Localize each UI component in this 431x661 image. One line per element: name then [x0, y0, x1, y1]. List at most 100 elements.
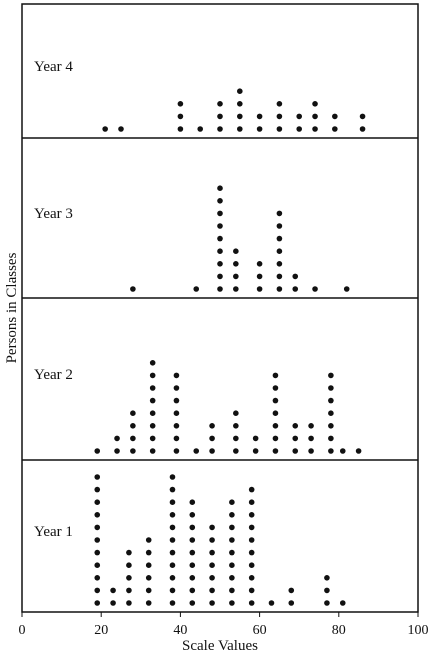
dot [272, 423, 279, 429]
dot [94, 499, 101, 506]
dot [217, 126, 223, 132]
dot [256, 113, 263, 120]
dot [189, 549, 196, 556]
dot [94, 537, 101, 543]
dot [114, 448, 120, 454]
dot [126, 575, 132, 581]
dot [149, 397, 156, 404]
dot [149, 435, 156, 442]
dot [149, 423, 156, 429]
dot [308, 423, 314, 429]
dot [229, 549, 235, 556]
dot [272, 397, 279, 404]
dot [189, 587, 196, 594]
dot [332, 126, 338, 132]
panel-label: Year 3 [34, 206, 73, 222]
dot [173, 410, 180, 417]
dot [252, 435, 259, 442]
dot [217, 198, 223, 204]
dot [324, 587, 330, 594]
dot [126, 562, 132, 568]
dot [130, 423, 136, 429]
dot [102, 126, 108, 132]
dot [237, 126, 243, 132]
dot [237, 113, 243, 120]
dot [169, 587, 176, 594]
dot [94, 549, 101, 556]
dot [94, 575, 101, 581]
dot [169, 537, 176, 543]
dot [94, 448, 101, 454]
dot [272, 448, 279, 454]
dot [328, 448, 334, 454]
dot [312, 126, 318, 132]
dot [169, 474, 176, 480]
y-axis-label: Persons in Classes [4, 252, 20, 363]
dot [145, 549, 152, 556]
dot [173, 397, 180, 404]
dot [130, 435, 136, 442]
dot [328, 385, 334, 391]
dot [169, 499, 176, 506]
x-tick-label: 80 [332, 623, 346, 638]
dot [233, 273, 239, 280]
x-tick-label: 60 [253, 623, 267, 638]
dot [177, 113, 184, 120]
dot [276, 101, 283, 107]
dot [177, 101, 184, 107]
dot [149, 372, 156, 379]
dot [328, 423, 334, 429]
dot [94, 512, 101, 518]
dot [296, 126, 303, 132]
dot [292, 273, 299, 280]
dot [229, 562, 235, 568]
dot [276, 126, 283, 132]
x-tick-label: 100 [408, 623, 429, 638]
dot [169, 512, 176, 518]
dot [110, 587, 116, 594]
dot [145, 587, 152, 594]
dot [324, 600, 330, 606]
dot [209, 423, 215, 429]
dot [126, 587, 132, 594]
dot [229, 537, 235, 543]
x-axis-label: Scale Values [182, 638, 258, 654]
dot [193, 448, 200, 454]
dot [217, 210, 223, 217]
dot [149, 448, 156, 454]
dot [248, 499, 255, 506]
dot [276, 248, 283, 254]
dot [169, 575, 176, 581]
dot [94, 474, 101, 480]
dot [256, 261, 263, 267]
dot [359, 113, 366, 120]
dot [324, 575, 330, 581]
dot [173, 385, 180, 391]
dot [94, 486, 101, 493]
dot [233, 435, 239, 442]
dot [312, 113, 318, 120]
dot [189, 562, 196, 568]
dot [169, 524, 176, 531]
dot [94, 600, 101, 606]
dot [145, 562, 152, 568]
dot [328, 435, 334, 442]
dot [94, 524, 101, 531]
dot [197, 126, 203, 132]
dot [248, 549, 255, 556]
dot [189, 537, 196, 543]
dot [145, 537, 152, 543]
dot [276, 235, 283, 242]
dot [145, 600, 152, 606]
dot [189, 499, 196, 506]
dot [209, 600, 215, 606]
dot [276, 261, 283, 267]
dot [126, 600, 132, 606]
dot [209, 549, 215, 556]
dot [217, 261, 223, 267]
dot [114, 435, 120, 442]
dot [276, 113, 283, 120]
dot [149, 385, 156, 391]
dot [276, 273, 283, 280]
